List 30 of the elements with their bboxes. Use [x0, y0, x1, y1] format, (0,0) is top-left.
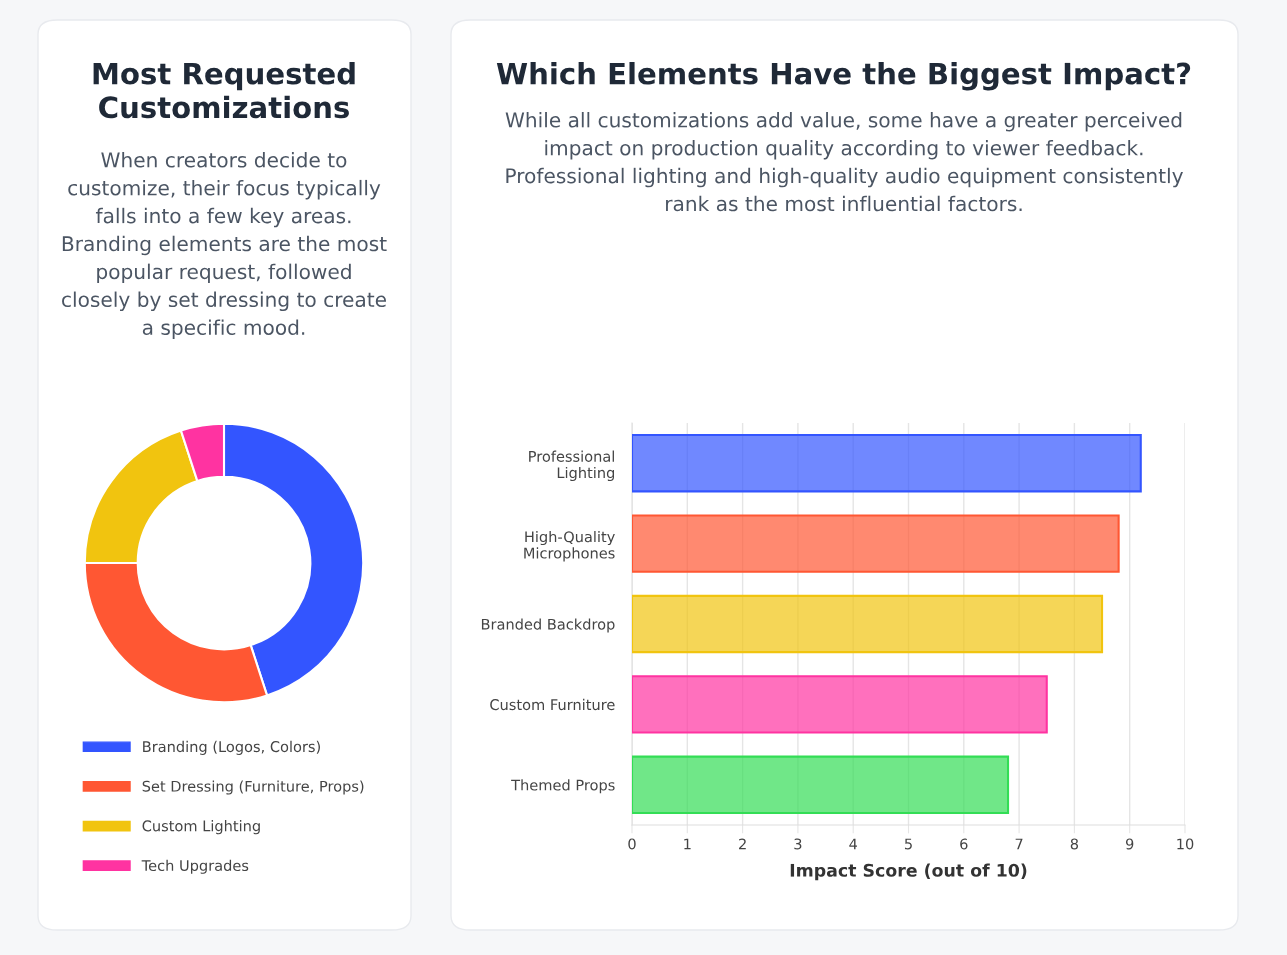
x-axis-title: Impact Score (out of 10)	[790, 863, 1027, 881]
x-tick-label: 10	[1177, 838, 1194, 850]
x-tick-label: 1	[684, 838, 691, 850]
x-tick-label: 6	[960, 838, 968, 850]
legend-label: Branding (Logos, Colors)	[143, 740, 320, 755]
bar	[632, 514, 1120, 573]
legend-label: Custom Lighting	[142, 820, 260, 835]
x-tick-label: 9	[1125, 838, 1134, 850]
y-tick-label: Professional Lighting	[529, 450, 615, 482]
y-tick-label: High-Quality Microphones	[524, 531, 615, 562]
x-tick-label: 5	[904, 838, 912, 850]
bar	[632, 755, 1010, 814]
chart-subtitle: When creators decide to customize, their focus typically falls into a few key areas. Branding elements are the most popular request, followed closely by set dressing to create a specific mood.	[62, 152, 387, 339]
bar	[632, 675, 1048, 734]
x-tick-label: 7	[1015, 838, 1023, 850]
legend-label: Tech Upgrades	[141, 859, 249, 874]
y-tick-label: Branded Backdrop	[481, 618, 615, 633]
chart-title: Most Requested Customizations	[93, 62, 355, 119]
y-tick-label: Custom Furniture	[490, 698, 615, 711]
x-tick-label: 4	[849, 838, 858, 850]
x-tick-label: 2	[739, 838, 746, 850]
chart-title: Which Elements Have the Biggest Impact?	[496, 62, 1191, 91]
x-tick-label: 3	[794, 838, 802, 850]
bar	[632, 434, 1142, 493]
x-tick-label: 0	[628, 838, 636, 850]
bar	[632, 594, 1104, 654]
x-tick-label: 8	[1070, 838, 1079, 850]
y-tick-label: Themed Props	[511, 779, 615, 794]
legend-label: Set Dressing (Furniture, Props)	[142, 780, 364, 795]
chart-subtitle: While all customizations add value, some have a greater perceived impact on production quality according to viewer feedback. Professional lighting and high-quality audio equipment consistently rank as the most influential factors.	[505, 112, 1183, 212]
